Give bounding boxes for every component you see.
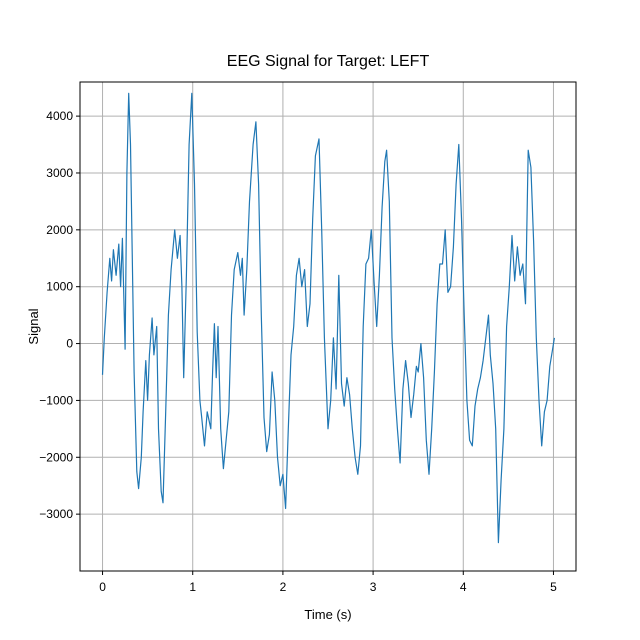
plot-frame	[79, 81, 577, 572]
series-layer	[101, 92, 555, 544]
x-tick-label: 0	[99, 580, 106, 594]
x-tick-label: 1	[189, 580, 196, 594]
eeg-signal-line	[101, 92, 555, 544]
y-tick-label: −2000	[39, 450, 73, 464]
y-axis-label: Signal	[26, 308, 41, 344]
y-tick-label: 0	[66, 337, 73, 351]
x-tick-label: 3	[370, 580, 377, 594]
y-tick-label: 4000	[46, 109, 73, 123]
x-tick-label: 5	[550, 580, 557, 594]
chart-title: EEG Signal for Target: LEFT	[227, 53, 430, 70]
y-tick-label: −3000	[39, 507, 73, 521]
y-tick-label: 3000	[46, 166, 73, 180]
x-axis-label: Time (s)	[304, 607, 351, 622]
grid-lines	[80, 82, 576, 571]
y-tick-label: 1000	[46, 280, 73, 294]
x-tick-label: 4	[460, 580, 467, 594]
y-tick-label: −1000	[39, 393, 73, 407]
x-tick-label: 2	[280, 580, 287, 594]
axis-ticks: 0 1 2 3 4 5 −3000 −2000 −1000 0 1000 2000 3000 4000	[39, 109, 557, 594]
y-tick-label: 2000	[46, 223, 73, 237]
